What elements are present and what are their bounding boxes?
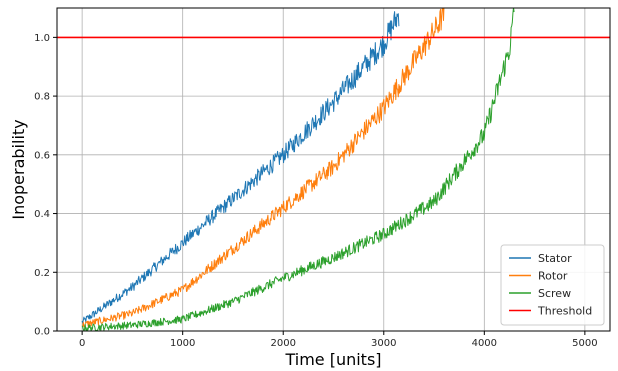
series-line-rotor bbox=[82, 8, 445, 328]
y-tick-label: 1.0 bbox=[34, 33, 50, 44]
y-tick-label: 0.8 bbox=[34, 92, 50, 103]
series-layer bbox=[57, 8, 610, 331]
y-tick-label: 0.6 bbox=[34, 150, 50, 161]
x-axis-label: Time [units] bbox=[284, 350, 381, 369]
legend-label-rotor: Rotor bbox=[538, 270, 568, 283]
x-tick-label: 1000 bbox=[170, 338, 195, 349]
x-tick-label: 4000 bbox=[472, 338, 497, 349]
x-tick-label: 2000 bbox=[271, 338, 296, 349]
plot-frame bbox=[56, 7, 611, 332]
series-line-stator bbox=[81, 11, 400, 324]
legend-label-threshold: Threshold bbox=[537, 305, 592, 318]
legend-label-screw: Screw bbox=[538, 287, 571, 300]
x-tick-label: 3000 bbox=[371, 338, 396, 349]
x-tick-label: 5000 bbox=[572, 338, 597, 349]
y-tick-label: 0.2 bbox=[34, 268, 50, 279]
y-tick-label: 0.0 bbox=[34, 327, 50, 338]
legend: Stator Rotor Screw Threshold bbox=[500, 244, 605, 326]
series-line-screw bbox=[81, 8, 515, 331]
legend-label-stator: Stator bbox=[538, 252, 572, 265]
y-tick-label: 0.4 bbox=[34, 209, 50, 220]
x-tick-label: 0 bbox=[79, 338, 85, 349]
legend-box bbox=[500, 244, 605, 326]
y-axis-label: Inoperability bbox=[9, 119, 28, 219]
ticks: 0 1000 2000 3000 4000 5000 0.0 0.2 0.4 0.6 0.8 1.0 bbox=[34, 33, 597, 349]
